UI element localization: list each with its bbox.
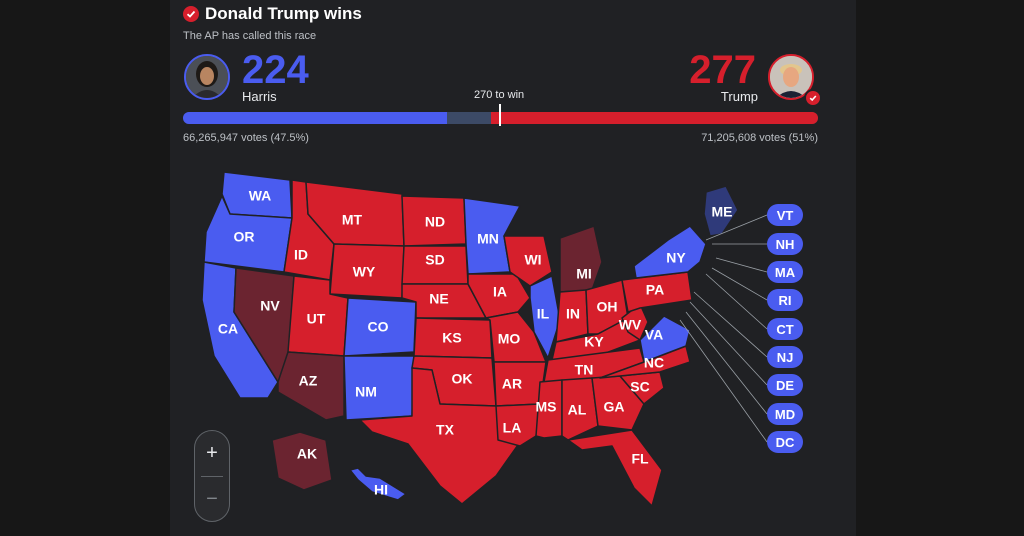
state-label-wy: WY: [353, 264, 376, 280]
state-label-ak: AK: [297, 446, 317, 462]
state-label-ar: AR: [502, 376, 522, 392]
state-pill-dc[interactable]: DC: [767, 431, 803, 453]
state-label-ne: NE: [429, 291, 448, 307]
race-title: Donald Trump wins: [205, 4, 362, 23]
race-subtitle: The AP has called this race: [183, 30, 317, 42]
threshold-marker: [499, 104, 501, 126]
state-label-co: CO: [368, 319, 389, 335]
winner-check-icon: [183, 6, 199, 22]
zoom-control: + −: [194, 430, 230, 522]
state-label-pa: PA: [646, 282, 664, 298]
state-pill-nj[interactable]: NJ: [767, 346, 803, 368]
connector-nj: [693, 291, 768, 358]
state-label-ca: CA: [218, 321, 238, 337]
state-ms[interactable]: [535, 379, 563, 439]
connector-dc: [679, 319, 768, 443]
electoral-bar: [183, 112, 818, 124]
state-label-sc: SC: [630, 379, 649, 395]
trump-popular-votes: 71,205,608 votes (51%): [701, 132, 818, 144]
uncalled-bar-segment: [447, 112, 491, 124]
state-mi[interactable]: [559, 225, 603, 293]
state-label-ks: KS: [442, 330, 461, 346]
state-label-ny: NY: [666, 250, 686, 266]
state-label-mi: MI: [576, 266, 592, 282]
connector-ct: [705, 273, 768, 330]
connector-ri: [711, 267, 768, 301]
state-label-ia: IA: [493, 284, 507, 300]
state-label-me: ME: [712, 204, 733, 220]
connector-de: [689, 301, 768, 386]
trump-electoral-votes: 277: [689, 48, 756, 92]
connector-ma: [715, 257, 768, 273]
state-label-id: ID: [294, 247, 308, 263]
state-label-mn: MN: [477, 231, 499, 247]
zoom-in-button[interactable]: +: [206, 441, 218, 464]
state-pill-ri[interactable]: RI: [767, 289, 803, 311]
state-label-fl: FL: [631, 451, 649, 467]
state-label-oh: OH: [597, 299, 618, 315]
state-label-ok: OK: [452, 371, 473, 387]
state-label-ga: GA: [604, 399, 625, 415]
state-label-tx: TX: [436, 422, 455, 438]
state-label-nm: NM: [355, 384, 377, 400]
state-label-wv: WV: [619, 317, 642, 333]
state-label-ms: MS: [536, 399, 557, 415]
state-pill-de[interactable]: DE: [767, 374, 803, 396]
state-me[interactable]: [703, 185, 739, 237]
state-tx[interactable]: [359, 367, 521, 505]
state-label-wa: WA: [249, 188, 272, 204]
harris-name: Harris: [242, 89, 277, 104]
state-label-nc: NC: [644, 355, 664, 371]
state-label-ky: KY: [584, 334, 604, 350]
state-label-al: AL: [568, 402, 587, 418]
state-la[interactable]: [495, 403, 541, 447]
state-label-in: IN: [566, 306, 580, 322]
state-pill-vt[interactable]: VT: [767, 204, 803, 226]
trump-name: Trump: [720, 89, 758, 104]
state-label-mo: MO: [498, 331, 521, 347]
state-label-hi: HI: [374, 482, 388, 498]
state-ak[interactable]: [271, 431, 333, 491]
state-wi[interactable]: [503, 235, 553, 287]
harris-electoral-votes: 224: [242, 48, 309, 92]
trump-winner-check-icon: [804, 89, 822, 107]
state-ny[interactable]: [633, 225, 707, 279]
state-label-tn: TN: [575, 362, 594, 378]
trump-bar-segment: [490, 112, 818, 124]
connector-vt: [705, 214, 768, 241]
harris-popular-votes: 66,265,947 votes (47.5%): [183, 132, 309, 144]
state-label-az: AZ: [299, 373, 318, 389]
state-il[interactable]: [529, 275, 561, 359]
threshold-label: 270 to win: [474, 89, 525, 101]
state-label-wi: WI: [524, 252, 541, 268]
state-label-sd: SD: [425, 252, 444, 268]
results-header: Donald Trump wins The AP has called this…: [183, 4, 362, 42]
state-label-nd: ND: [425, 214, 445, 230]
state-al[interactable]: [561, 377, 599, 441]
state-pill-md[interactable]: MD: [767, 403, 803, 425]
state-label-ut: UT: [307, 311, 326, 327]
state-hi[interactable]: [349, 467, 407, 501]
state-pill-ct[interactable]: CT: [767, 318, 803, 340]
harris-bar-segment: [183, 112, 448, 124]
state-label-il: IL: [537, 306, 550, 322]
state-label-va: VA: [645, 327, 663, 343]
state-pill-nh[interactable]: NH: [767, 233, 803, 255]
state-fl[interactable]: [567, 429, 663, 507]
harris-avatar: [184, 54, 230, 100]
state-label-nv: NV: [260, 298, 280, 314]
zoom-divider: [201, 476, 223, 477]
zoom-out-button[interactable]: −: [206, 487, 218, 510]
connector-md: [685, 311, 768, 415]
state-label-la: LA: [503, 420, 522, 436]
state-label-mt: MT: [342, 212, 363, 228]
state-label-or: OR: [234, 229, 255, 245]
state-va[interactable]: [639, 315, 691, 363]
state-pill-ma[interactable]: MA: [767, 261, 803, 283]
